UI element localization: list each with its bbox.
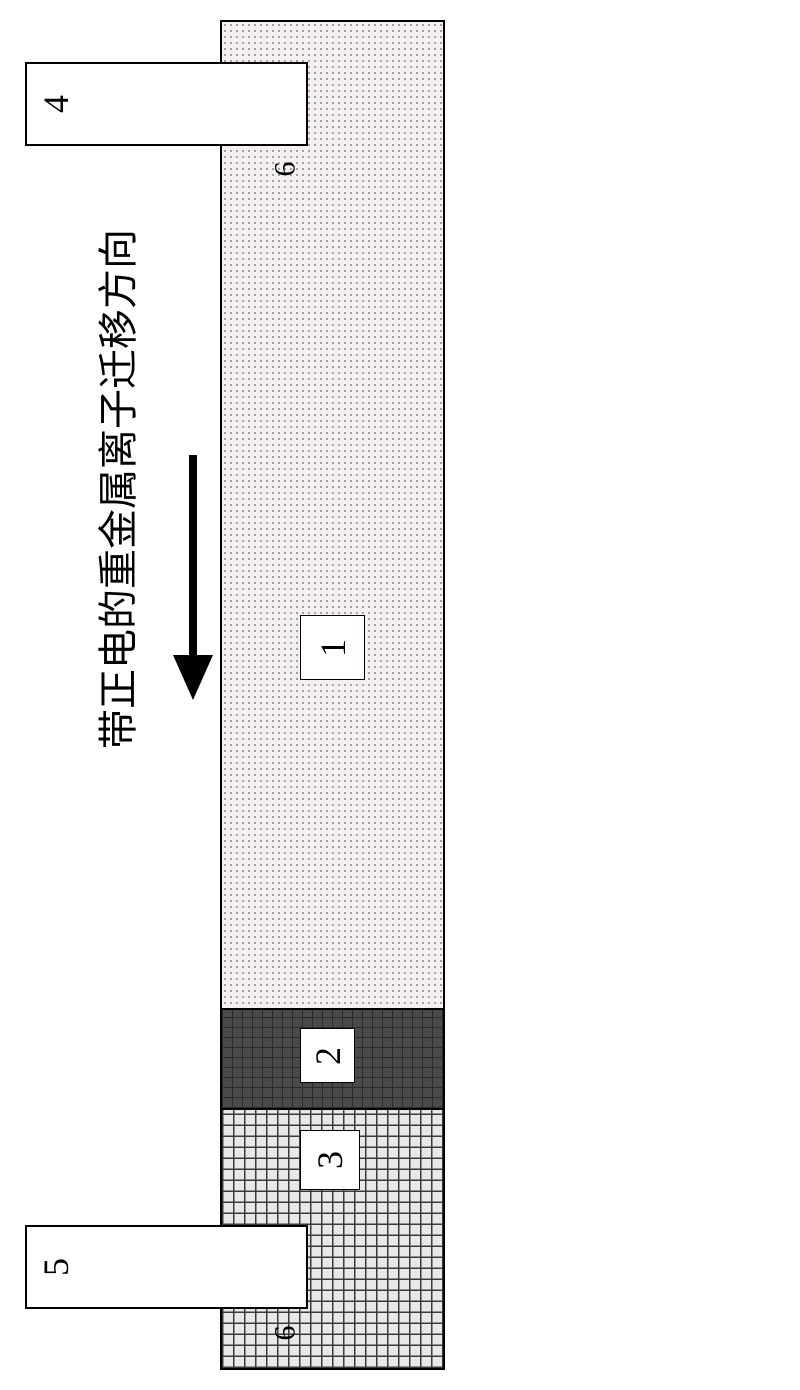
- label-zone-2-text: 2: [307, 1047, 349, 1065]
- migration-direction-label: 带正电的重金属离子迁移方向: [86, 229, 144, 749]
- zone-1: [220, 20, 445, 1010]
- electrode-4-label: 4: [35, 95, 77, 113]
- migration-arrow-icon: [168, 455, 218, 705]
- label-zone-3-text: 3: [309, 1151, 351, 1169]
- electrode-5: 5: [25, 1225, 308, 1309]
- label-zone-1: 1: [300, 615, 365, 680]
- label-zone-1-text: 1: [312, 639, 354, 657]
- electrode-4-sublabel: 6: [269, 162, 303, 177]
- label-zone-3: 3: [300, 1130, 360, 1190]
- electrode-4: 4: [25, 62, 308, 146]
- electrode-5-label: 5: [35, 1258, 77, 1276]
- label-zone-2: 2: [300, 1028, 355, 1083]
- electrode-5-sublabel: 6: [269, 1326, 303, 1341]
